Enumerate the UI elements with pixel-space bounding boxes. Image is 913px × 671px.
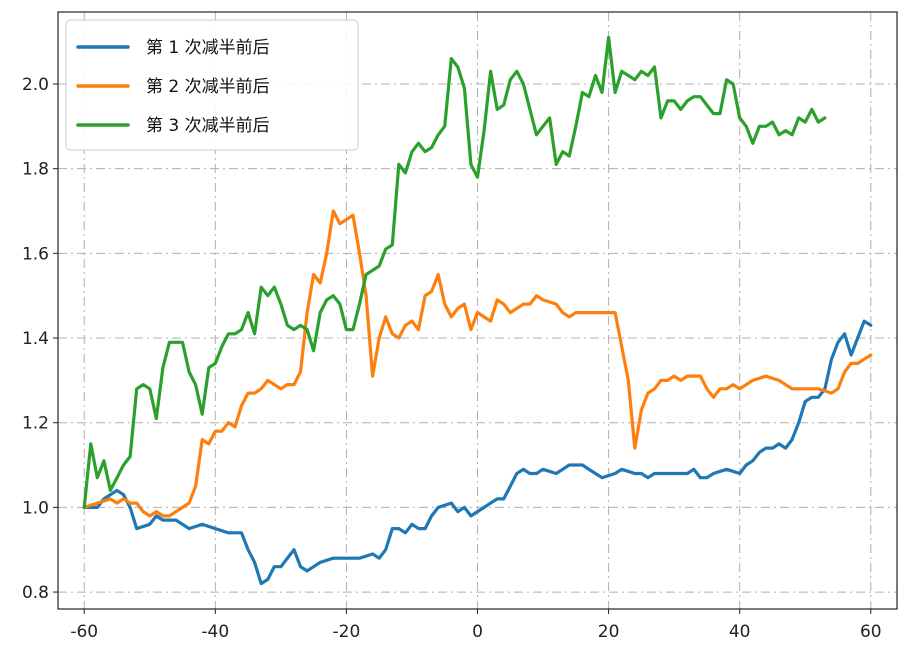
x-tick-label: -60 xyxy=(70,622,98,642)
y-tick-label: 1.8 xyxy=(22,160,49,180)
series-line-2 xyxy=(82,209,873,518)
x-tick-label: 20 xyxy=(598,622,620,642)
y-axis: 0.8 1.0 1.2 1.4 1.6 1.8 2.0 xyxy=(22,75,58,603)
x-tick-label: 0 xyxy=(472,622,483,642)
y-tick-label: 1.0 xyxy=(22,498,49,518)
y-tick-label: 1.6 xyxy=(22,244,49,264)
series-group xyxy=(82,35,873,586)
x-tick-label: -40 xyxy=(201,622,229,642)
legend-label-1: 第 1 次减半前后 xyxy=(146,38,270,58)
y-tick-label: 0.8 xyxy=(22,583,49,603)
y-tick-label: 1.4 xyxy=(22,329,49,349)
x-tick-label: 40 xyxy=(729,622,751,642)
legend-label-3: 第 3 次减半前后 xyxy=(146,116,270,136)
legend-box xyxy=(65,19,359,151)
series-line-1 xyxy=(82,319,873,586)
x-tick-label: 60 xyxy=(860,622,882,642)
x-tick-label: -20 xyxy=(333,622,361,642)
series-line-3 xyxy=(82,35,827,509)
legend-label-2: 第 2 次减半前后 xyxy=(146,77,270,97)
x-axis: -60 -40 -20 0 20 40 60 xyxy=(70,609,882,642)
y-tick-label: 2.0 xyxy=(22,75,49,95)
y-tick-label: 1.2 xyxy=(22,414,49,434)
